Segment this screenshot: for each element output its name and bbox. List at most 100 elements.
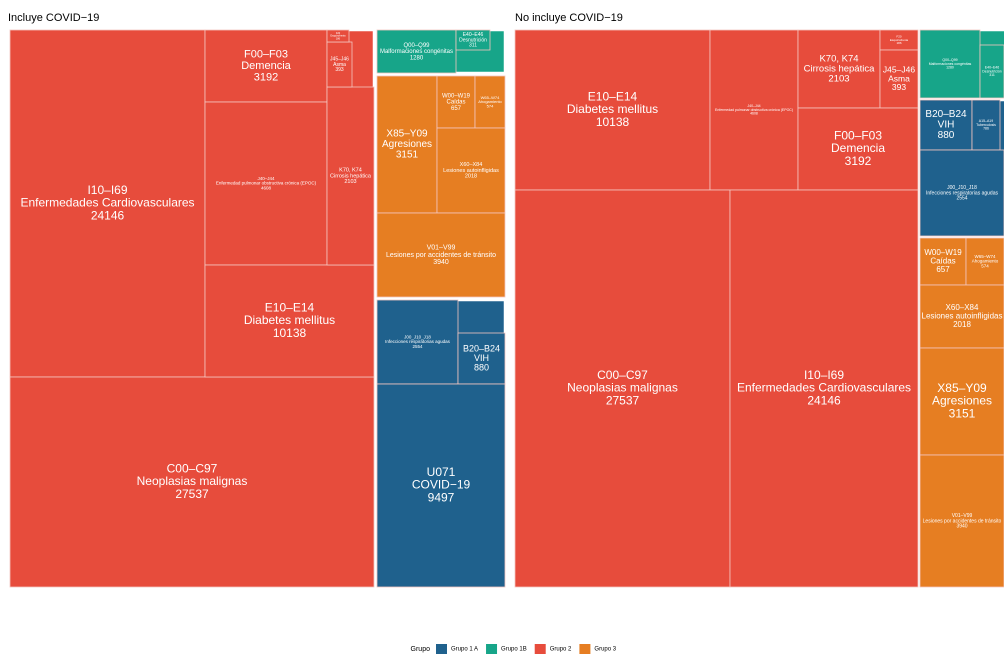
- tile-label: E40–E46: [985, 66, 999, 70]
- legend-swatch: [579, 644, 591, 654]
- legend-label: Grupo 3: [594, 647, 616, 653]
- tile-label: X85–Y09: [386, 129, 428, 140]
- tile-label: Caídas: [930, 257, 955, 266]
- tile-label: 1280: [946, 66, 954, 70]
- tile-label: Q00–Q99: [403, 43, 430, 49]
- tile: [879, 49, 919, 109]
- tile-label: X60–X84: [946, 303, 979, 312]
- tile-label: VIH: [938, 120, 955, 131]
- tile: [436, 75, 476, 129]
- tile-label: Desnutrición: [459, 37, 487, 43]
- tile-label: 3940: [956, 524, 967, 530]
- tile-label: F00–F03: [834, 129, 882, 143]
- tile-label: 657: [451, 106, 462, 112]
- tile-label: Demencia: [241, 60, 291, 72]
- tile-label: F00–F03: [244, 48, 288, 60]
- legend-title: Grupo: [411, 646, 431, 653]
- tile-label: X60–X84: [460, 162, 483, 168]
- tile-label: J00_J10_J18: [947, 185, 977, 191]
- tile-label: Infecciones respiratorias agudas: [385, 339, 451, 344]
- legend-label: Grupo 1 A: [451, 647, 478, 653]
- tile-label: Asma: [888, 73, 910, 83]
- tile-label: 786: [983, 127, 989, 131]
- tile: [729, 189, 919, 588]
- tile-label: W65–W74: [481, 95, 500, 100]
- tile-label: Esquizofrenia: [890, 38, 909, 42]
- tile-label: 311: [469, 43, 477, 49]
- tile-label: Demencia: [831, 141, 885, 155]
- tile-label: X85–Y09: [937, 381, 987, 395]
- legend-label: Grupo 2: [550, 647, 572, 653]
- tile-label: E40–E46: [463, 32, 484, 38]
- tile-label: 574: [981, 263, 989, 268]
- tile-label: 24146: [91, 208, 125, 222]
- tile-label: J45–J46: [330, 57, 349, 63]
- tile-label: E10–E14: [265, 301, 315, 315]
- tile-label: I10–I69: [87, 183, 127, 197]
- tile: [9, 29, 206, 378]
- tile-label: 2018: [953, 320, 971, 329]
- tile-label: 27537: [175, 487, 209, 501]
- tile-label: C00–C97: [597, 368, 648, 382]
- tile-label: 186: [896, 41, 901, 45]
- tile: [326, 29, 350, 43]
- tile-label: Neoplasias malignas: [137, 474, 248, 488]
- tile-label: I10–I69: [804, 368, 844, 382]
- tile-label: 657: [936, 265, 950, 274]
- panel-title: Incluye COVID−19: [8, 12, 99, 24]
- tile-label: COVID−19: [412, 478, 471, 492]
- tile-label: Enfermedades Cardiovasculares: [737, 381, 911, 395]
- tile-label: U071: [427, 465, 456, 479]
- tile: [204, 264, 375, 378]
- tile-label: 3192: [254, 71, 278, 83]
- tile-label: K70, K74: [339, 168, 362, 174]
- tile-label: 2018: [465, 174, 477, 180]
- tile: [204, 101, 328, 266]
- tile-label: Tuberculosis: [976, 123, 996, 127]
- tile: [326, 41, 353, 88]
- tile-label: 9497: [428, 490, 455, 504]
- tile: [326, 86, 375, 266]
- tile-label: C00–C97: [167, 462, 218, 476]
- tile-label: 3192: [845, 154, 872, 168]
- tile-label: B20–B24: [463, 343, 500, 353]
- tile: [436, 127, 506, 214]
- tile-label: Agresiones: [382, 139, 432, 150]
- tile: [919, 149, 1004, 237]
- tile-label: Malformaciones congénitas: [380, 49, 453, 55]
- tile: [455, 29, 491, 51]
- tile-label: Diabetes mellitus: [567, 102, 658, 116]
- tile: [457, 332, 506, 385]
- tile-label: V01–V99: [952, 513, 973, 519]
- tile-label: V01–V99: [427, 244, 456, 251]
- tile-label: Cirrosis hepática: [330, 173, 372, 179]
- tile-label: 27537: [606, 393, 640, 407]
- tile: [797, 29, 881, 109]
- legend-label: Grupo 1B: [501, 647, 527, 653]
- tile-label: Q00–Q99: [942, 58, 957, 62]
- tile-label: 4608: [750, 112, 758, 116]
- tile: [376, 75, 438, 214]
- tile-label: Lesiones autoinfligidas: [443, 168, 499, 174]
- tile-label: 24146: [807, 393, 841, 407]
- tile-label: F20: [336, 32, 341, 35]
- tile-label: W00–W19: [442, 93, 471, 99]
- tile-label: E10–E14: [588, 90, 638, 104]
- legend-swatch: [436, 644, 447, 654]
- tile-label: B20–B24: [925, 109, 967, 120]
- tile: [919, 29, 981, 99]
- panel-title: No incluye COVID−19: [515, 12, 623, 24]
- tile-label: 186: [336, 37, 341, 40]
- tile: [797, 107, 919, 191]
- tile-label: J00_J10_J18: [404, 334, 431, 339]
- tile-label: Malformaciones congénitas: [929, 62, 972, 66]
- tile-label: Lesiones autoinfligidas: [922, 312, 1003, 321]
- tile-label: 2554: [956, 196, 967, 202]
- tile-label: 3151: [949, 406, 976, 420]
- tile-label: Esquizofrenia: [330, 35, 346, 38]
- tile-label: 880: [938, 130, 955, 141]
- tile-label: 2103: [828, 73, 849, 84]
- tile: [204, 29, 328, 103]
- tile: [919, 454, 1004, 588]
